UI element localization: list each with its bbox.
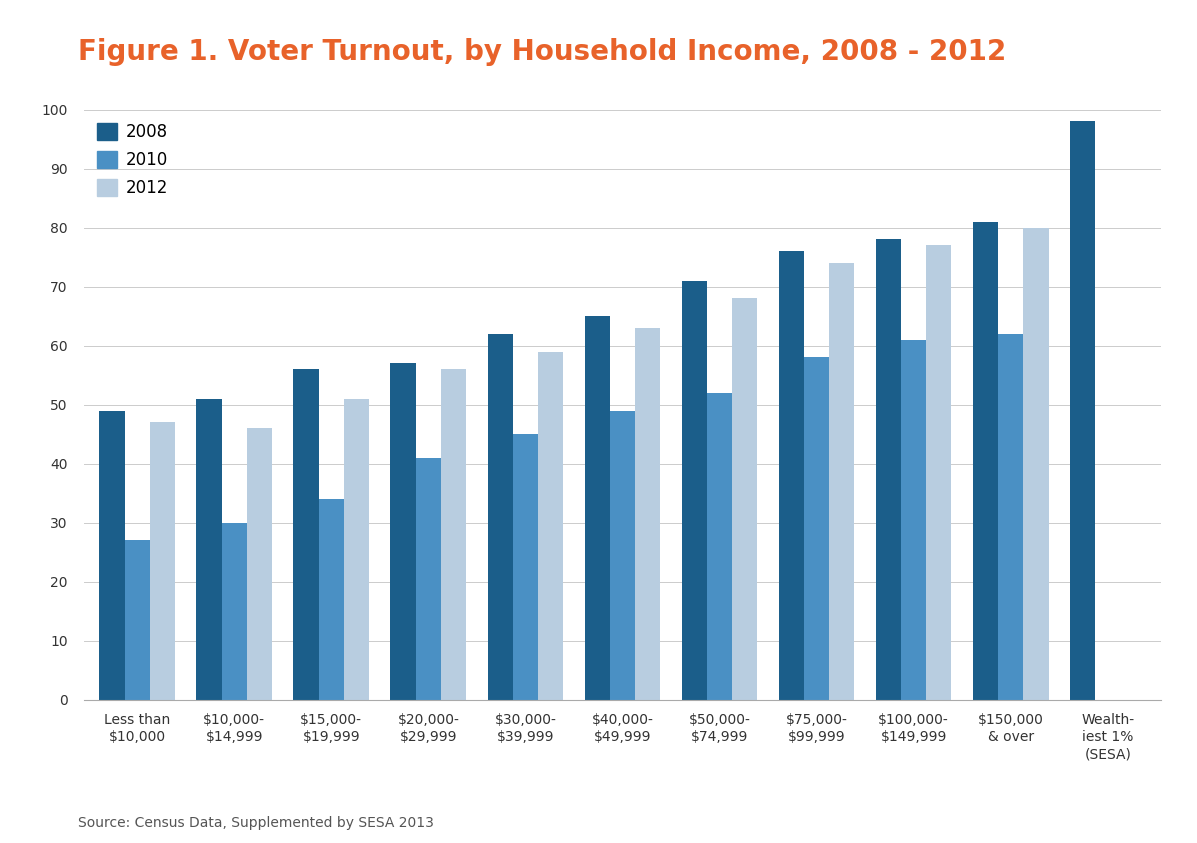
Bar: [779, 251, 804, 700]
Bar: [440, 369, 466, 700]
Bar: [537, 352, 564, 700]
Bar: [150, 422, 175, 700]
Bar: [293, 369, 318, 700]
Bar: [733, 298, 758, 700]
Bar: [415, 458, 440, 700]
Bar: [584, 316, 609, 700]
Bar: [247, 428, 272, 700]
Bar: [636, 328, 661, 700]
Bar: [487, 334, 512, 700]
Text: Figure 1. Voter Turnout, by Household Income, 2008 - 2012: Figure 1. Voter Turnout, by Household In…: [78, 38, 1005, 66]
Bar: [512, 434, 537, 700]
Bar: [876, 239, 901, 700]
Bar: [318, 499, 344, 700]
Bar: [830, 263, 855, 700]
Bar: [804, 357, 830, 700]
Legend: 2008, 2010, 2012: 2008, 2010, 2012: [92, 118, 172, 202]
Bar: [124, 540, 150, 700]
Bar: [707, 393, 733, 700]
Bar: [973, 222, 998, 700]
Bar: [681, 281, 707, 700]
Bar: [901, 340, 926, 700]
Bar: [221, 523, 247, 700]
Bar: [196, 399, 221, 700]
Text: Source: Census Data, Supplemented by SESA 2013: Source: Census Data, Supplemented by SES…: [78, 816, 433, 830]
Bar: [344, 399, 369, 700]
Bar: [1023, 228, 1049, 700]
Bar: [926, 245, 952, 700]
Bar: [998, 334, 1023, 700]
Bar: [390, 363, 415, 700]
Bar: [1070, 121, 1095, 700]
Bar: [609, 411, 636, 700]
Bar: [99, 411, 124, 700]
